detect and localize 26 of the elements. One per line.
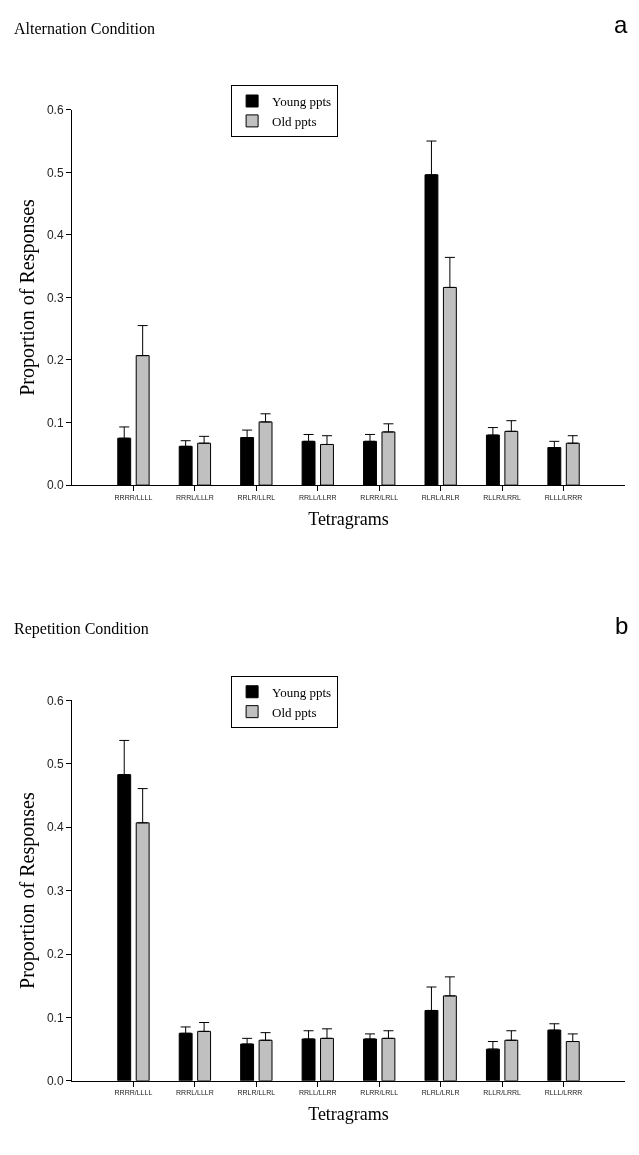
legend-label: Old ppts [272,704,317,720]
y-tick-label: 0.0 [46,1074,64,1089]
y-tick-label: 0.6 [46,102,64,117]
chart-title: Repetition Condition [14,620,149,638]
y-tick-label: 0.3 [46,290,64,305]
y-tick-label: 0.1 [46,415,64,430]
text: a [614,11,628,38]
y-axis-title: Proportion of Responses [16,792,40,989]
y-tick-label: 0.5 [46,757,64,772]
y-tick-label: 0.2 [46,947,64,962]
x-axis-title: Tetragrams [308,508,389,529]
y-tick-label: 0.3 [46,883,64,898]
y-tick-label: 0.5 [46,165,64,180]
x-axis-title: Tetragrams [308,1104,389,1125]
y-tick-label: 0.2 [46,353,64,368]
chart-title: Alternation Condition [14,20,155,37]
y-tick-label: 0.1 [46,1010,64,1025]
legend-label: Old ppts [272,113,317,129]
legend-label: Young ppts [272,684,332,700]
y-tick-label: 0.6 [46,693,64,708]
y-tick-label: 0.4 [46,228,64,243]
y-axis-title: Proportion of Responses [16,198,40,396]
text: b [615,612,629,639]
y-tick-label: 0.0 [46,478,64,493]
legend-label: Young ppts [272,94,332,110]
y-tick-label: 0.4 [46,820,64,835]
